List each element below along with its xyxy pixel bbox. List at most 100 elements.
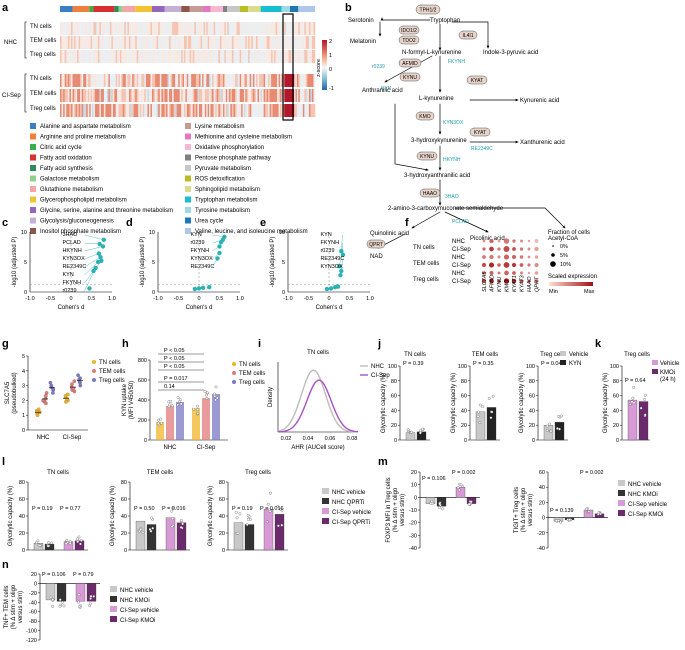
heatmap-cell — [69, 22, 72, 35]
heatmap-cell — [185, 50, 188, 63]
heatmap-cell — [277, 50, 279, 63]
heatmap-cell — [122, 89, 125, 102]
y-tick-label: 20 — [613, 423, 619, 429]
data-point — [213, 392, 216, 396]
data-point — [481, 405, 485, 409]
heatmap-cell — [289, 22, 292, 35]
data-point — [64, 542, 68, 546]
heatmap-cell — [150, 50, 153, 63]
heatmap-cell — [136, 22, 139, 35]
y-tick-label: 80 — [19, 480, 25, 486]
legend-swatch — [92, 369, 96, 373]
data-point — [176, 403, 180, 407]
heatmap-cell — [151, 74, 154, 87]
bar — [176, 522, 187, 551]
legend-swatch — [30, 123, 36, 129]
heatmap-cell — [151, 22, 154, 35]
y-tick-label: 40 — [613, 408, 619, 414]
legend-swatch — [232, 371, 236, 375]
legend-label: Min — [549, 289, 558, 295]
data-point — [205, 397, 209, 400]
bar — [75, 583, 86, 602]
reaction-kyn3ox: KYN3OX — [443, 120, 464, 126]
pathway-color-block — [189, 6, 203, 12]
column-label: KMO — [505, 279, 511, 292]
heatmap-cell — [121, 22, 124, 35]
heatmap-cell — [122, 36, 125, 49]
heatmap-cell — [239, 36, 242, 49]
reaction-fkynh: FKYNH — [448, 59, 465, 65]
heatmap-cell — [125, 74, 128, 87]
heatmap-cell — [138, 22, 141, 35]
bar — [212, 394, 220, 440]
heatmap-cell — [302, 50, 305, 63]
legend-label: Glutathione metabolism — [40, 187, 103, 193]
heatmap-cell — [122, 74, 125, 87]
dot — [527, 263, 531, 267]
heatmap-cell — [185, 22, 188, 35]
y-tick-label: -60 — [29, 610, 37, 616]
heatmap-cell — [100, 104, 103, 117]
heatmap-cell — [167, 50, 170, 63]
heatmap-cell — [216, 104, 219, 117]
legend-label: Vehicle — [660, 361, 680, 367]
legend-swatch — [322, 508, 329, 514]
heatmap-cell — [119, 104, 122, 117]
heatmap-cell — [275, 50, 278, 63]
heatmap-cell — [170, 74, 173, 87]
legend-label: Inositol phosphate metabolism — [40, 229, 121, 235]
y-tick-label: 20 — [411, 470, 417, 476]
dot — [489, 270, 494, 276]
heatmap-cell — [184, 104, 186, 117]
column-label: AFMID — [490, 275, 496, 293]
chart-title: TEM cells — [147, 470, 173, 476]
y-axis-title: TIGIT+ Treg cells — [514, 487, 520, 533]
row-labels: TN cells TEM cells Treg cells TN cells T… — [2, 21, 56, 113]
data-point — [328, 286, 334, 291]
heatmap-cell — [295, 89, 298, 102]
heatmap-cell — [275, 22, 278, 35]
heatmap-cell — [280, 36, 282, 49]
legend-label: CI-Sep KMOi — [628, 512, 663, 518]
heatmap-cell — [206, 22, 209, 35]
p-value: P = 0.39 — [403, 361, 424, 367]
legend-swatch — [185, 217, 191, 224]
y-tick-label: 20 — [539, 500, 545, 506]
data-point — [203, 390, 207, 393]
heatmap-cell — [69, 89, 72, 102]
data-point — [441, 507, 444, 511]
heatmap-cell — [169, 50, 171, 63]
heatmap-cell — [81, 22, 84, 35]
heatmap-cell — [141, 36, 144, 49]
heatmap-cell — [219, 104, 222, 117]
y-tick-label: 0 — [222, 548, 225, 554]
colorbar-tick: -1 — [329, 86, 334, 92]
y-tick-label: 0 — [22, 548, 25, 554]
data-point — [215, 256, 220, 261]
heatmap-cell — [84, 22, 87, 35]
heatmap-cell — [164, 50, 167, 63]
colorbar-tick: 2 — [329, 39, 332, 45]
heatmap-cell — [302, 74, 305, 87]
heatmap-cell — [136, 104, 139, 117]
heatmap-cell — [238, 22, 240, 35]
y-tick-label: -20 — [537, 531, 545, 537]
legend-label: Lysine metabolism — [195, 124, 244, 130]
heatmap-cell — [100, 89, 103, 102]
legend-swatch — [185, 144, 191, 150]
heatmap-cell — [235, 50, 237, 63]
reaction-3hao: 3HAO — [445, 194, 459, 200]
heatmap-cell — [280, 104, 282, 117]
bar — [274, 514, 285, 551]
heatmap-cell — [305, 50, 308, 63]
heatmap-cell — [259, 89, 261, 102]
heatmap-cell — [72, 74, 75, 87]
data-point — [91, 268, 96, 274]
legend-label: TEM cells — [99, 369, 125, 375]
data-point — [98, 255, 103, 260]
heatmap-cell — [172, 22, 174, 35]
